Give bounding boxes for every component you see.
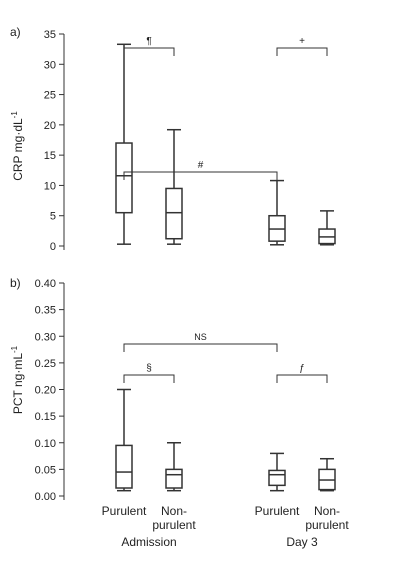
y-tick-label: 15 [44, 150, 56, 162]
panel-label: b) [10, 276, 21, 290]
x-category-label: Non- [314, 504, 340, 518]
y-tick-label: 30 [44, 59, 56, 71]
y-tick-label: 0.25 [35, 358, 56, 370]
y-tick-label: 10 [44, 180, 56, 192]
y-tick-label: 0.10 [35, 438, 56, 450]
y-axis-label: CRP mg·dL-1 [10, 111, 25, 181]
x-category-label: Purulent [102, 504, 147, 518]
y-tick-label: 5 [50, 211, 56, 223]
x-group-label: Day 3 [286, 535, 318, 549]
y-axis-label: PCT ng·mL-1 [10, 345, 25, 414]
significance-bracket [276, 374, 328, 383]
y-axis-label-superscript: -1 [10, 111, 19, 119]
x-group-label: Admission [121, 535, 176, 549]
significance-symbol: NS [194, 332, 207, 342]
y-tick-label: 0.05 [35, 464, 56, 476]
significance-bracket [123, 343, 278, 352]
x-category-label: Non- [161, 504, 187, 518]
significance-symbol: # [198, 160, 204, 171]
y-tick-label: 0.30 [35, 331, 56, 343]
y-tick-label: 0.20 [35, 385, 56, 397]
significance-bracket [123, 374, 175, 383]
box-iqr [115, 444, 133, 489]
box-iqr [165, 468, 183, 489]
x-category-label-line2: purulent [305, 518, 349, 532]
x-category-label-line2: purulent [152, 518, 196, 532]
significance-symbol: + [299, 36, 305, 47]
y-tick-label: 0.00 [35, 491, 56, 503]
significance-symbol: § [146, 363, 152, 374]
significance-bracket [123, 47, 175, 56]
box-iqr [165, 187, 183, 240]
x-category-label: Purulent [255, 504, 300, 518]
significance-symbol: ¶ [146, 36, 151, 47]
y-axis-label-text: PCT ng·mL [11, 353, 25, 414]
panel-label: a) [10, 25, 21, 39]
y-tick-label: 25 [44, 90, 56, 102]
y-axis-label-superscript: -1 [10, 345, 19, 353]
y-tick-label: 0.40 [35, 278, 56, 290]
significance-symbol: ƒ [299, 363, 305, 374]
y-tick-label: 0.15 [35, 411, 56, 423]
y-tick-label: 20 [44, 120, 56, 132]
significance-bracket [123, 171, 278, 180]
y-tick-label: 0 [50, 241, 56, 253]
significance-bracket [276, 47, 328, 56]
y-tick-label: 35 [44, 29, 56, 41]
y-tick-label: 0.35 [35, 305, 56, 317]
box-iqr [268, 469, 286, 487]
y-axis-label-text: CRP mg·dL [11, 118, 25, 181]
